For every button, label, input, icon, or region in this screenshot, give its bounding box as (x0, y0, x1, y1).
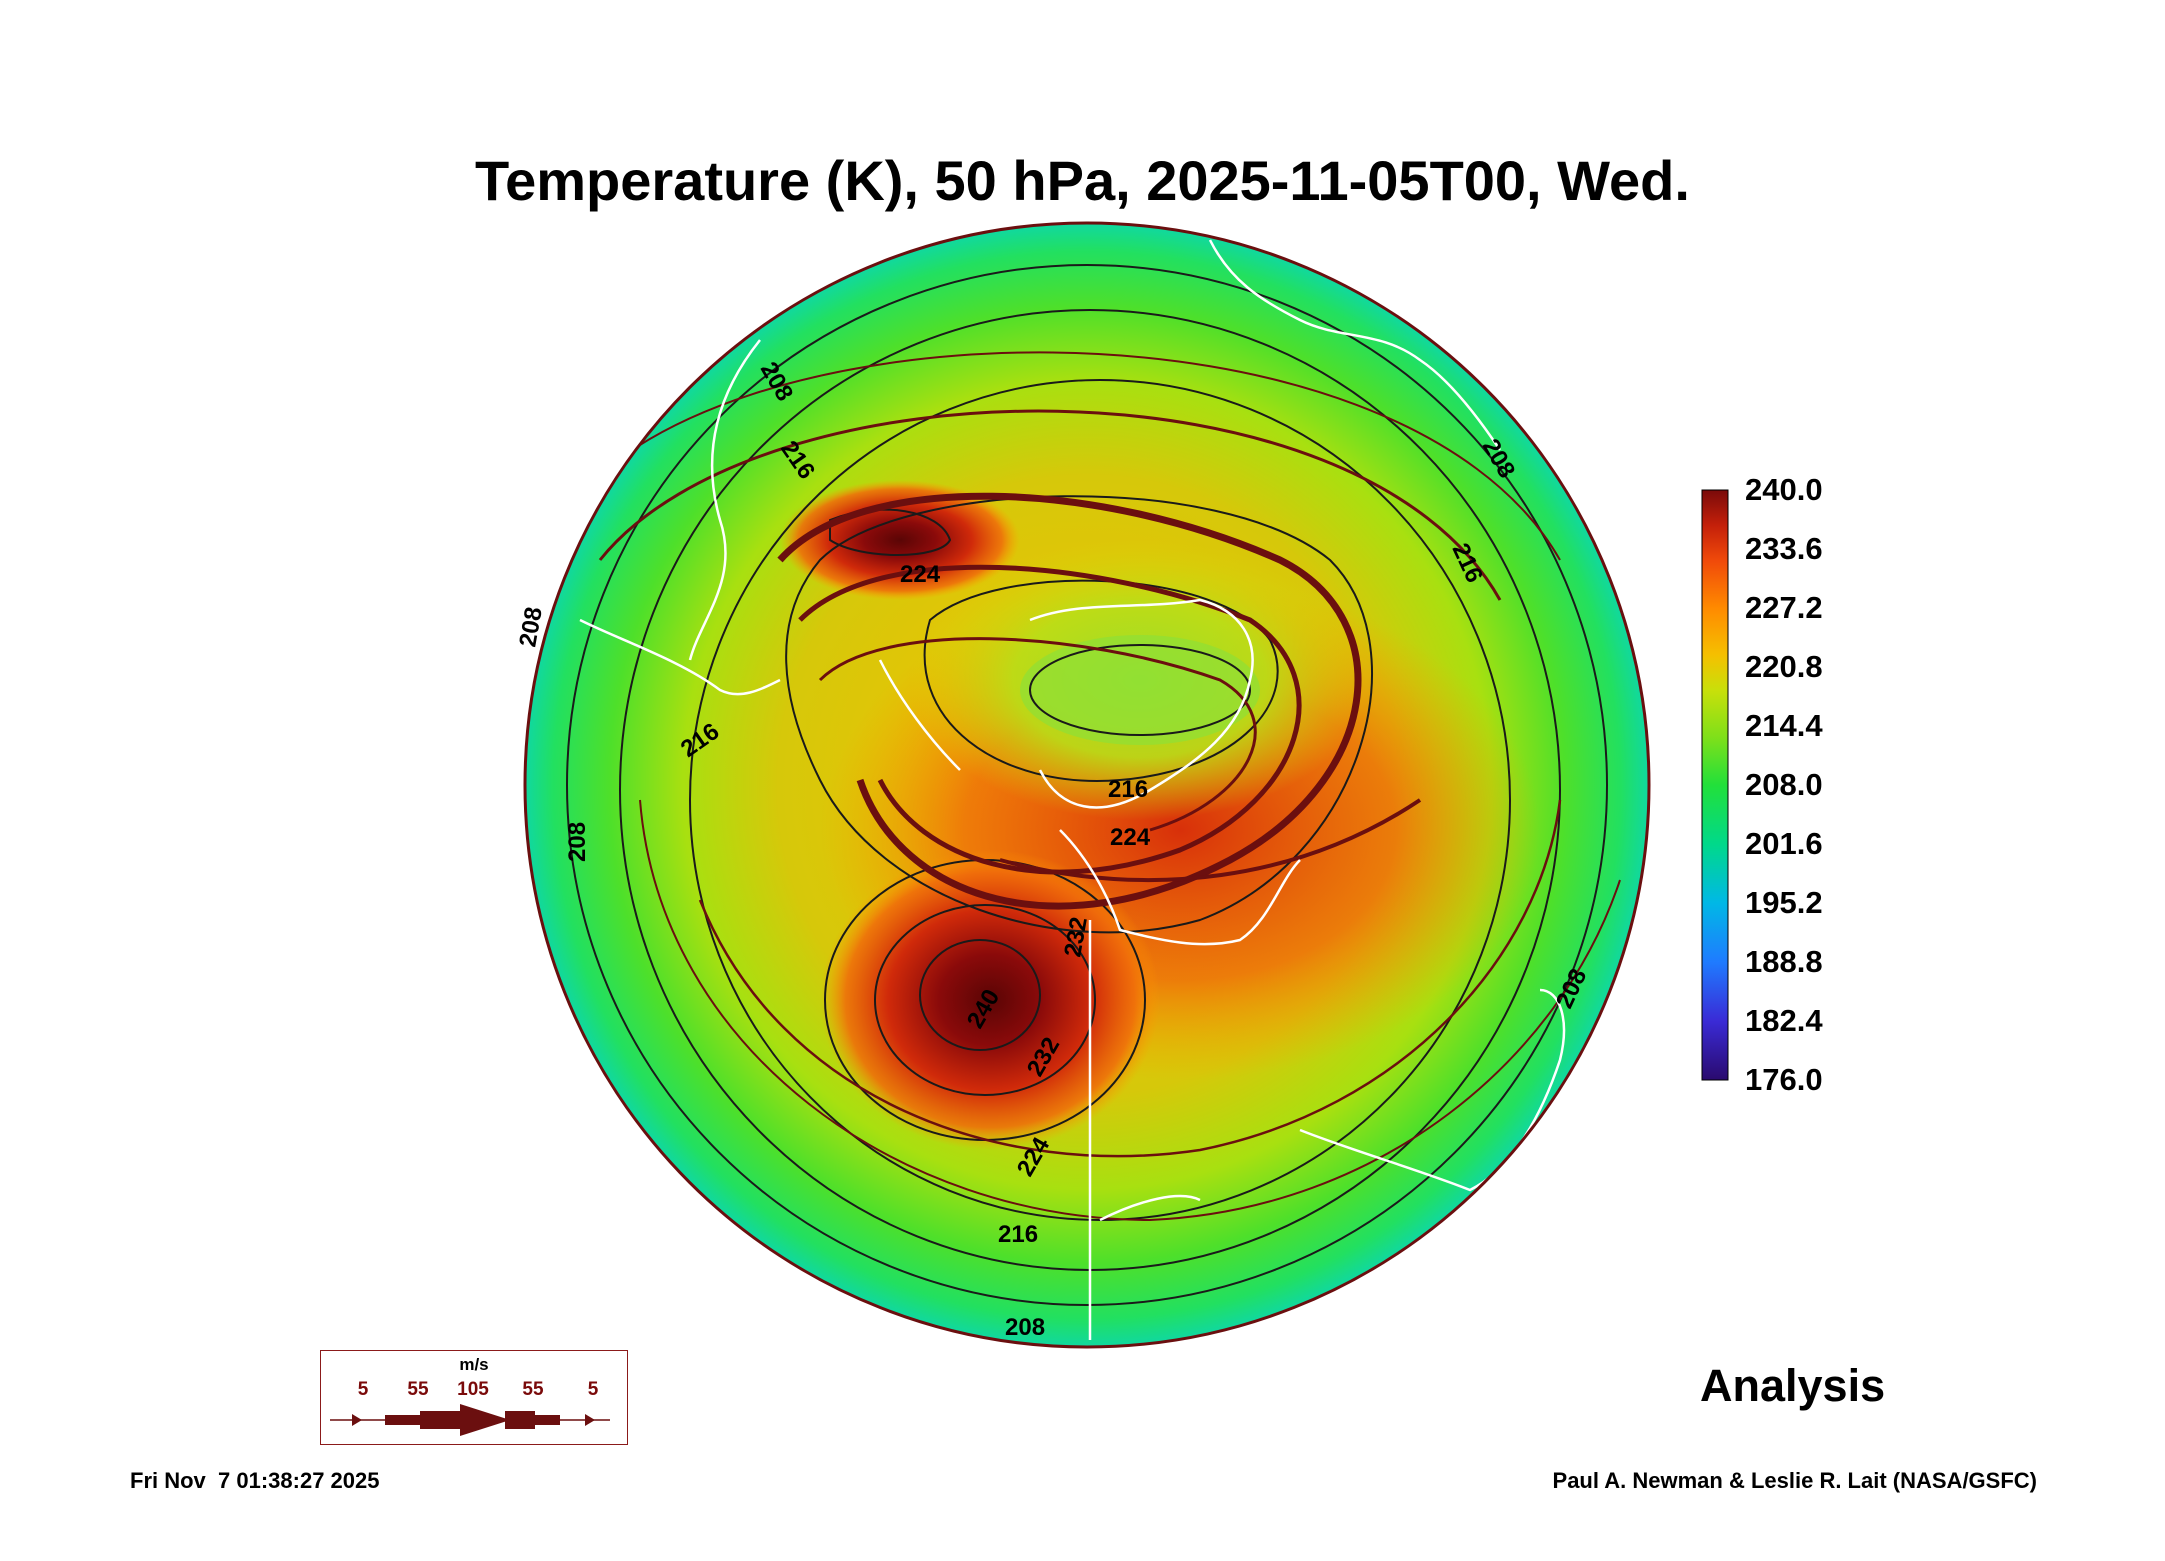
colorbar-tick: 220.8 (1745, 649, 1823, 684)
colorbar-tick: 195.2 (1745, 885, 1823, 920)
colorbar-tick: 182.4 (1745, 1003, 1823, 1038)
analysis-label: Analysis (1700, 1360, 1886, 1411)
colorbar-tick: 208.0 (1745, 767, 1823, 802)
footer-timestamp: Fri Nov 7 01:38:27 2025 (130, 1468, 380, 1493)
colorbar-tick: 201.6 (1745, 826, 1823, 861)
legend-speed: 55 (522, 1379, 544, 1400)
footer-credit: Paul A. Newman & Leslie R. Lait (NASA/GS… (1552, 1468, 2037, 1493)
legend-unit: m/s (459, 1355, 489, 1374)
temperature-field (525, 223, 1649, 1347)
legend-speed: 5 (587, 1379, 599, 1400)
contour-label: 224 (1110, 824, 1151, 851)
colorbar-tick: 214.4 (1745, 708, 1823, 743)
contour-label: 216 (1108, 776, 1148, 803)
legend-speed: 105 (457, 1379, 489, 1400)
legend-speed: 55 (407, 1379, 429, 1400)
legend-speed: 5 (357, 1379, 369, 1400)
colorbar-tick: 233.6 (1745, 531, 1823, 566)
wind-legend: m/s 5 55 105 55 5 (320, 1350, 628, 1445)
colorbar-tick: 188.8 (1745, 944, 1823, 979)
contour-label: 208 (1005, 1314, 1045, 1341)
contour-label: 216 (998, 1221, 1038, 1248)
colorbar (1701, 489, 1729, 1081)
globe-outline (523, 221, 1651, 1349)
wind-streamlines (559, 289, 1621, 1222)
contour-label: 224 (900, 561, 941, 588)
colorbar-tick: 240.0 (1745, 472, 1823, 507)
colorbar-tick: 227.2 (1745, 590, 1823, 625)
colorbar-tick: 176.0 (1745, 1062, 1823, 1097)
chart-title: Temperature (K), 50 hPa, 2025-11-05T00, … (475, 149, 1690, 212)
contour-label: 208 (564, 822, 591, 862)
wind-speed-scale (330, 1404, 610, 1436)
